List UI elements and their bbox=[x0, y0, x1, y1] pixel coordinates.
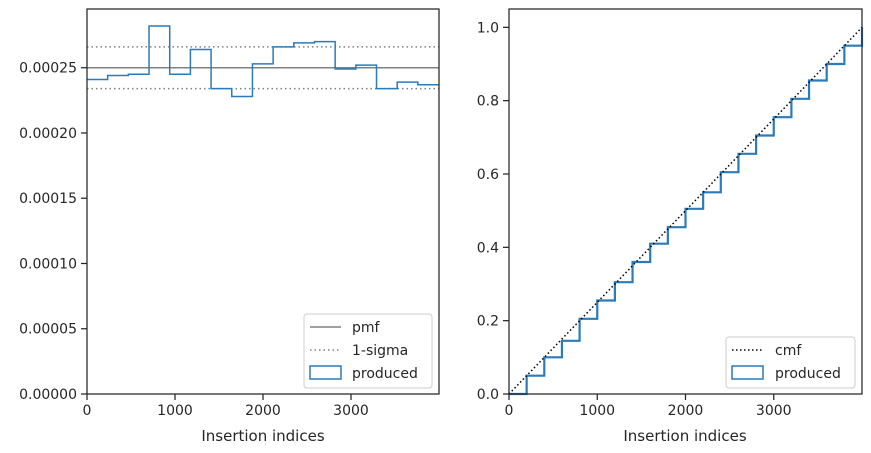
left-axis-ticks: 0 1000 2000 3000 0.00000 0.00005 0.00010 0.0001… bbox=[19, 61, 369, 419]
right-y-tick-label-4: 0.8 bbox=[477, 94, 499, 110]
left-y-tick-label-5: 0.00025 bbox=[19, 61, 77, 77]
legend-label-1-sigma: 1-sigma bbox=[352, 343, 408, 359]
legend-label-pmf: pmf bbox=[352, 320, 381, 336]
right-legend: cmf produced bbox=[725, 336, 856, 389]
left-histogram-marks bbox=[87, 25, 439, 98]
legend-label-produced-left: produced bbox=[352, 366, 418, 382]
left-y-tick-label-0: 0.00000 bbox=[19, 387, 77, 403]
left-x-tick-label-1: 1000 bbox=[157, 403, 193, 419]
right-x-tick-label-3: 3000 bbox=[756, 403, 792, 419]
left-legend: pmf 1-sigma produced bbox=[303, 313, 433, 389]
right-y-tick-label-2: 0.4 bbox=[477, 240, 499, 256]
cmf-line bbox=[508, 26, 863, 395]
right-y-tick-label-0: 0.0 bbox=[477, 387, 499, 403]
left-y-tick-label-2: 0.00010 bbox=[19, 256, 77, 272]
legend-swatch-produced-left bbox=[309, 365, 342, 380]
left-plot-frame bbox=[86, 8, 440, 395]
produced-cumulative-step bbox=[509, 27, 864, 396]
left-legend-box bbox=[303, 313, 433, 389]
right-x-axis-label: Insertion indices bbox=[623, 427, 746, 445]
right-y-tick-label-3: 0.6 bbox=[477, 167, 499, 183]
left-y-tick-label-1: 0.00005 bbox=[19, 322, 77, 338]
right-x-tick-label-2: 2000 bbox=[668, 403, 704, 419]
left-y-tick-label-4: 0.00020 bbox=[19, 126, 77, 142]
produced-histogram-step bbox=[87, 25, 439, 98]
right-legend-box bbox=[725, 336, 856, 389]
legend-swatch-produced-right bbox=[731, 365, 764, 380]
right-y-tick-label-1: 0.2 bbox=[477, 314, 499, 330]
right-axis-ticks: 0 1000 2000 3000 0.0 0.2 0.4 0.6 0.8 1.0 bbox=[477, 20, 792, 419]
right-plot-frame bbox=[508, 8, 863, 395]
left-x-axis-label: Insertion indices bbox=[201, 427, 324, 445]
right-line-marks bbox=[508, 26, 864, 396]
right-y-tick-label-5: 1.0 bbox=[477, 20, 499, 36]
legend-label-cmf: cmf bbox=[775, 343, 802, 359]
right-chart-panel: 0 1000 2000 3000 0.0 0.2 0.4 0.6 0.8 1.0 Insertio… bbox=[477, 8, 864, 445]
left-chart-panel: 0 1000 2000 3000 0.00000 0.00005 0.00010 0.0001… bbox=[19, 8, 440, 445]
left-y-tick-label-3: 0.00015 bbox=[19, 191, 77, 207]
left-x-tick-label-0: 0 bbox=[83, 403, 92, 419]
left-x-tick-label-2: 2000 bbox=[245, 403, 281, 419]
legend-label-produced-right: produced bbox=[775, 366, 841, 382]
right-x-tick-label-0: 0 bbox=[505, 403, 514, 419]
left-x-tick-label-3: 3000 bbox=[333, 403, 369, 419]
right-x-tick-label-1: 1000 bbox=[579, 403, 615, 419]
